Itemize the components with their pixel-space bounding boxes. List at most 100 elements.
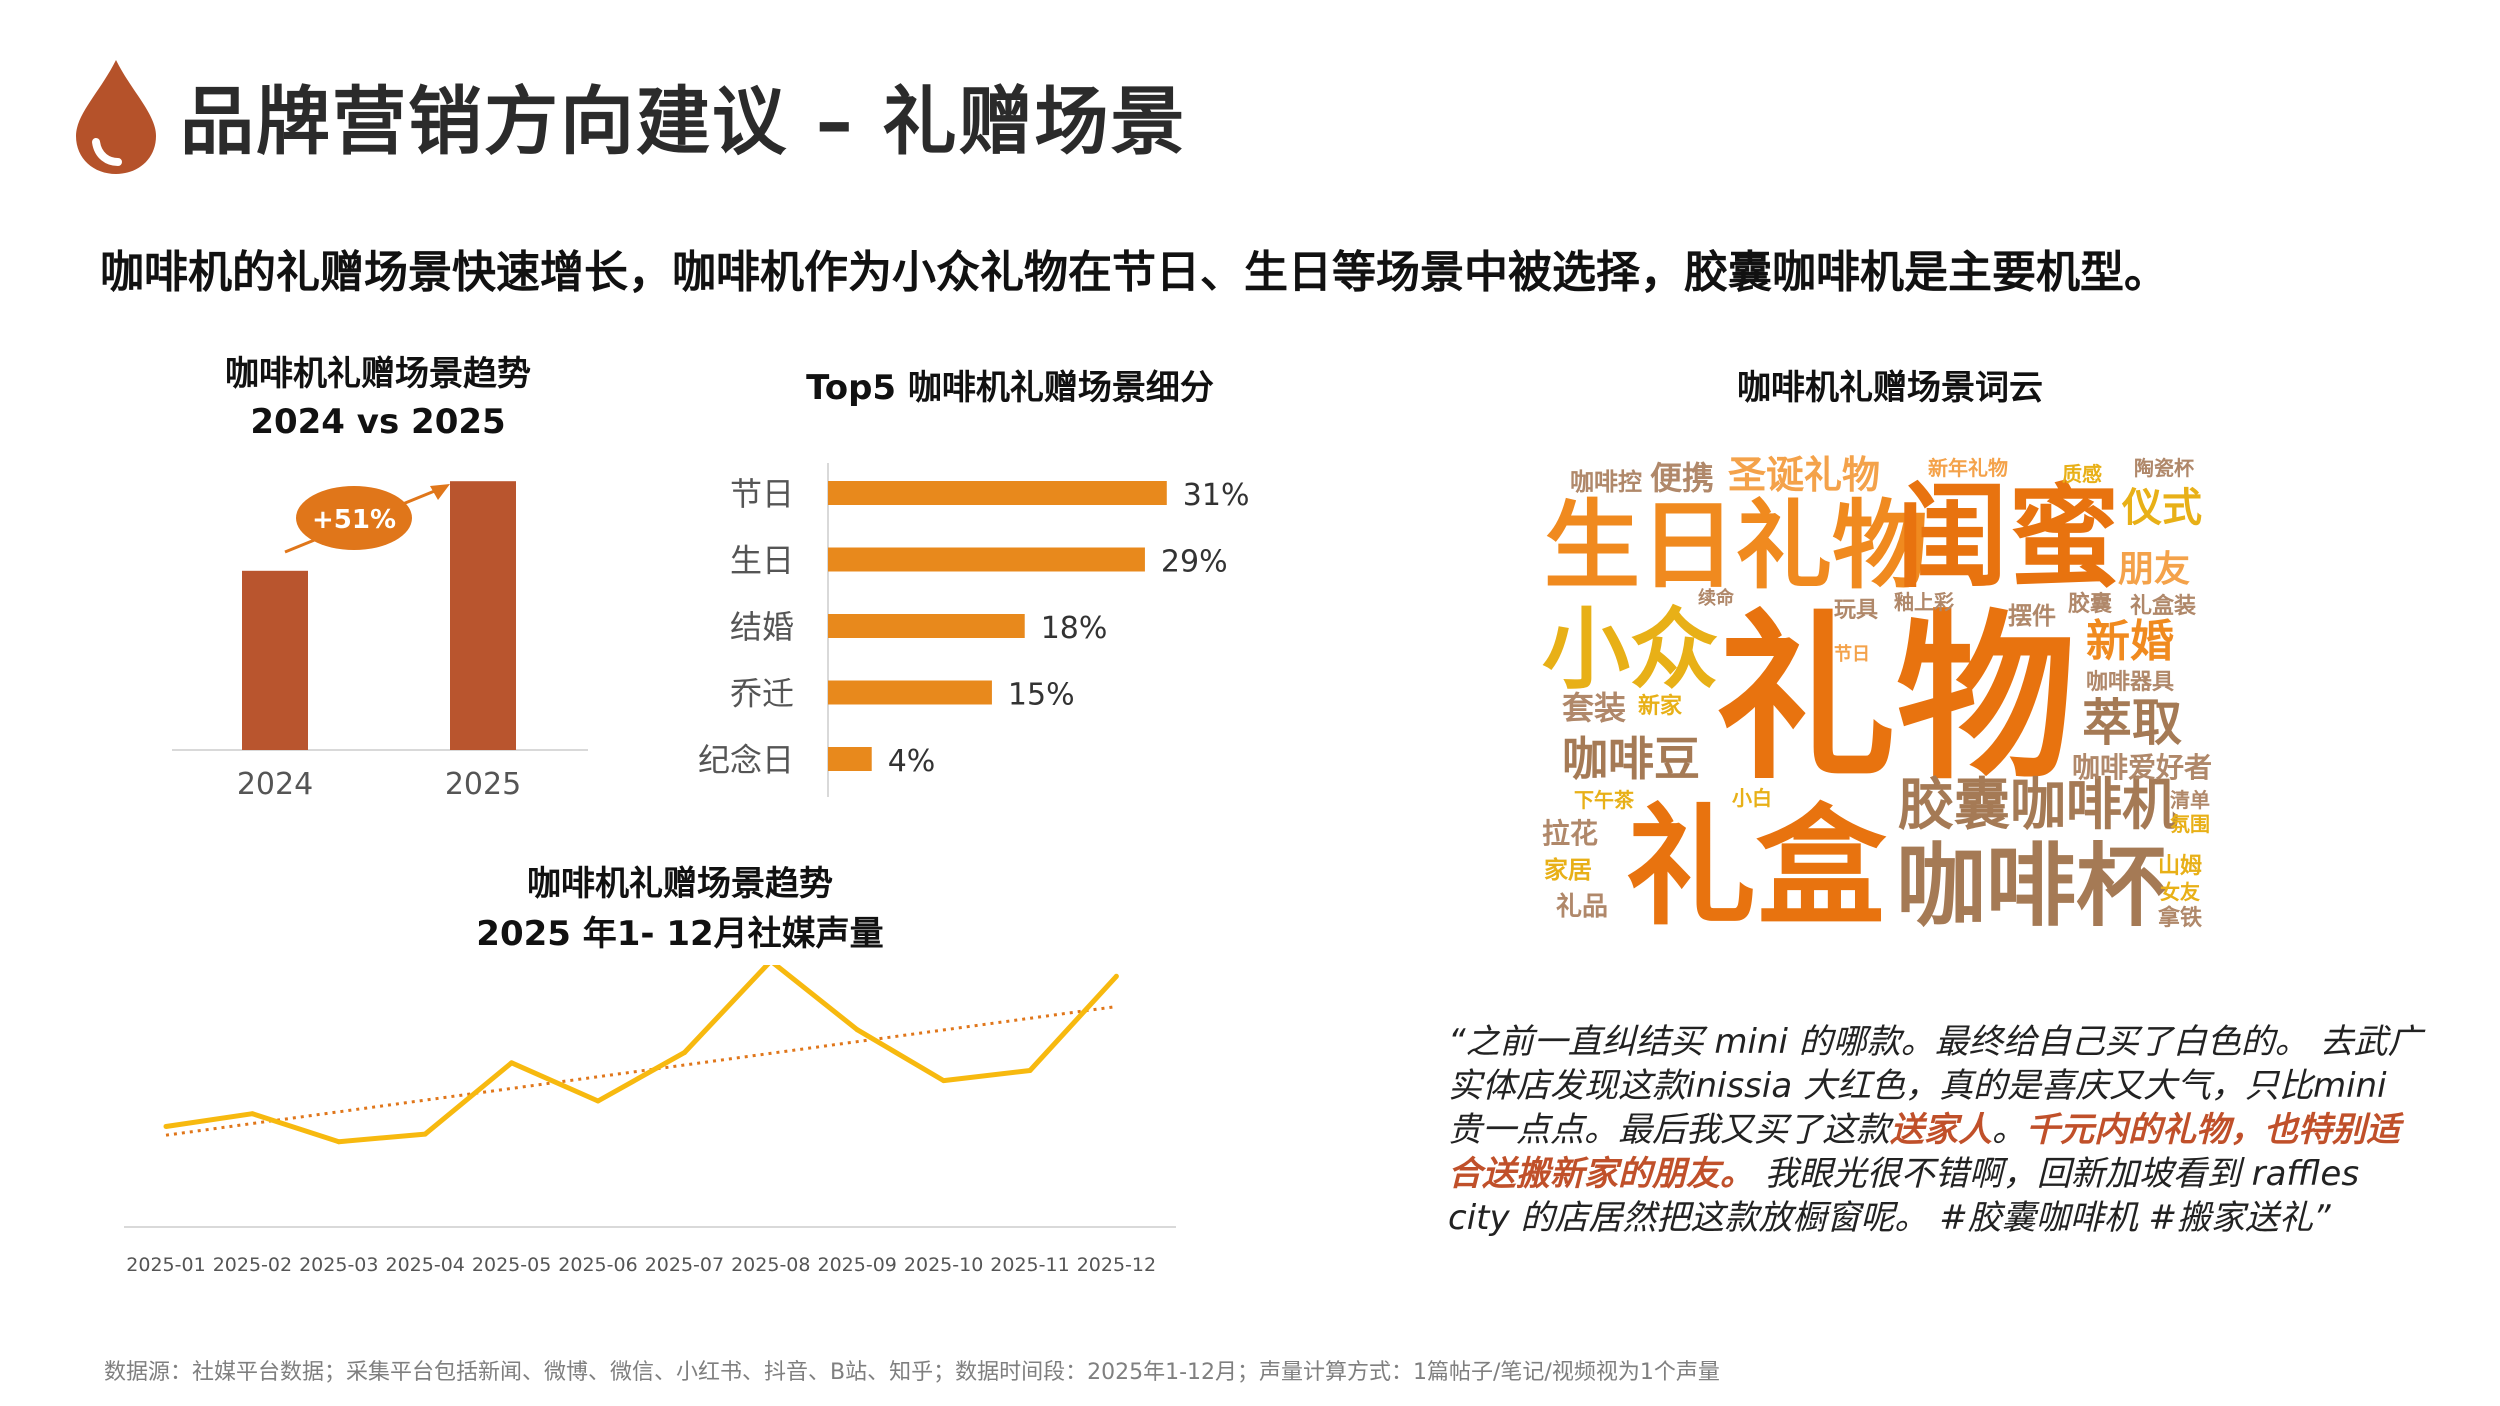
chart1-bar-2025 xyxy=(450,481,516,750)
word-xuming: 续命 xyxy=(1698,588,1734,609)
chart3-tick-2025-02: 2025-02 xyxy=(213,1254,292,1276)
chart2-title: Top5 咖啡机礼赠场景细分 xyxy=(806,368,1214,408)
quote-text-3: 我眼光很不错啊，回新加坡看到 raffles city 的店居然把这款放橱窗呢。… xyxy=(1448,1154,2360,1238)
quote-highlight-2: 千元内的礼物，也特别适合送搬新家的朋友。 xyxy=(1448,1110,2400,1194)
wordcloud: 礼物 生日礼物 闺蜜 礼盒 咖啡杯 胶囊咖啡机 小众 圣诞礼物 咖啡豆 萃取 新… xyxy=(1520,450,2240,950)
chart2-hbar-chart: 节日 31% 生日 29% 结婚 18% 乔迁 15% 纪念日 4% xyxy=(698,463,1250,797)
word-lihe: 礼盒 xyxy=(1626,791,1887,943)
chart2-category-2: 结婚 xyxy=(730,608,794,646)
quote-text-1: “之前一直纠结买 mini 的哪款。最终给自己买了白色的。 去武广实体店发现这款… xyxy=(1448,1022,2422,1150)
chart3-title: 咖啡机礼赠场景趋势 xyxy=(527,864,833,904)
chart1-tick-2024: 2024 xyxy=(237,767,313,802)
word-liwu: 礼物 xyxy=(1716,595,2077,804)
word-guimi: 闺蜜 xyxy=(1896,473,2120,603)
word-kafeibei: 咖啡杯 xyxy=(1896,834,2166,939)
quote-text-2: 。 xyxy=(1992,1110,2026,1150)
word-pengyou: 朋友 xyxy=(2118,549,2191,590)
word-taozhuang: 套装 xyxy=(1562,689,1627,727)
chart3-point-2025-05 xyxy=(509,1060,515,1066)
chart3-tick-2025-01: 2025-01 xyxy=(126,1254,205,1276)
chart3-point-2025-01 xyxy=(163,1123,169,1129)
word-shengrilw: 生日礼物 xyxy=(1544,490,1928,602)
word-xiaobai: 小白 xyxy=(1732,786,1772,810)
chart3-tick-2025-09: 2025-09 xyxy=(818,1254,897,1276)
chart3-point-2025-04 xyxy=(422,1131,428,1137)
chart2-category-1: 生日 xyxy=(730,542,794,580)
chart3-point-2025-06 xyxy=(595,1098,601,1104)
chart3-trendline xyxy=(165,1005,1117,1137)
chart3-tick-2025-07: 2025-07 xyxy=(645,1254,724,1276)
chart1-growth-arrow-head-icon xyxy=(430,484,450,500)
word-lipin: 礼品 xyxy=(1556,892,1609,922)
chart3-tick-2025-12: 2025-12 xyxy=(1077,1254,1156,1276)
headline: 咖啡机的礼赠场景快速增长，咖啡机作为小众礼物在节日、生日等场景中被选择，胶囊咖啡… xyxy=(100,247,2168,298)
chart1-bar-chart: 2024 2025 +51% xyxy=(172,481,588,802)
word-jiaonang: 胶囊 xyxy=(2068,592,2113,617)
page-title: 品牌营销方向建议 – 礼赠场景 xyxy=(180,79,1187,165)
quote-highlight-1: 送家人 xyxy=(1890,1110,1992,1150)
chart1-annotation-label: +51% xyxy=(312,505,396,535)
word-yishi: 仪式 xyxy=(2122,485,2202,531)
word-taocibei: 陶瓷杯 xyxy=(2134,456,2194,480)
chart2-bar-3 xyxy=(828,680,992,705)
word-fenwei: 氛围 xyxy=(2170,812,2210,836)
word-zhigan: 质感 xyxy=(2062,462,2102,486)
chart3-point-2025-10 xyxy=(941,1078,947,1084)
chart3-series-line xyxy=(165,965,1119,1145)
word-natie: 拿铁 xyxy=(2158,906,2203,931)
word-xiaozhong: 小众 xyxy=(1542,598,1719,701)
chart1-tick-2025: 2025 xyxy=(445,767,521,802)
word-kafeidou: 咖啡豆 xyxy=(1562,732,1700,786)
word-jiaju: 家居 xyxy=(1544,856,1592,884)
chart2-value-label-3: 15% xyxy=(1008,678,1075,713)
brand-drop-logo-icon xyxy=(76,60,156,174)
chart3-point-2025-02 xyxy=(249,1111,255,1117)
word-baijian: 摆件 xyxy=(2008,602,2056,630)
chart2-value-label-4: 4% xyxy=(888,744,936,779)
chart3-tick-2025-08: 2025-08 xyxy=(731,1254,810,1276)
chart3-point-2025-12 xyxy=(1113,973,1119,979)
word-qingdan: 清单 xyxy=(2170,788,2210,812)
chart3-point-2025-03 xyxy=(336,1139,342,1145)
chart3-tick-2025-05: 2025-05 xyxy=(472,1254,551,1276)
word-kafeiqiju: 咖啡器具 xyxy=(2086,670,2175,695)
word-jieri: 节日 xyxy=(1834,644,1870,665)
word-lihezhuang: 礼盒装 xyxy=(2130,594,2197,619)
chart1-annotation-bubble xyxy=(296,486,412,550)
chart3-tick-2025-03: 2025-03 xyxy=(299,1254,378,1276)
word-kafeiaihaozhe: 咖啡爱好者 xyxy=(2072,751,2213,784)
word-nvyou: 女友 xyxy=(2160,880,2200,904)
chart2-bar-1 xyxy=(828,547,1145,572)
chart2-category-3: 乔迁 xyxy=(730,675,794,713)
word-shengdanlw: 圣诞礼物 xyxy=(1728,453,1881,497)
chart3-tick-2025-11: 2025-11 xyxy=(990,1254,1069,1276)
chart1-subtitle: 2024 vs 2025 xyxy=(250,402,506,442)
word-wanju: 玩具 xyxy=(1834,598,1879,623)
chart3-tick-2025-06: 2025-06 xyxy=(558,1254,637,1276)
chart3-point-2025-11 xyxy=(1027,1067,1033,1073)
user-quote: “之前一直纠结买 mini 的哪款。最终给自己买了白色的。 去武广实体店发现这款… xyxy=(1448,1020,2428,1240)
footer-source-note: 数据源：社媒平台数据；采集平台包括新闻、微博、微信、小红书、抖音、B站、知乎；数… xyxy=(104,1360,1720,1385)
wordcloud-title: 咖啡机礼赠场景词云 xyxy=(1737,368,2043,408)
chart2-value-label-2: 18% xyxy=(1041,611,1108,646)
chart3-line-chart: 2025-01 2025-02 2025-03 2025-04 2025-05 2025-… xyxy=(124,965,1176,1276)
chart3-tick-2025-04: 2025-04 xyxy=(386,1254,465,1276)
word-shanmu: 山姆 xyxy=(2158,854,2203,879)
chart2-bar-4 xyxy=(828,747,872,771)
chart2-bar-0 xyxy=(828,481,1167,505)
chart2-value-label-1: 29% xyxy=(1161,545,1228,580)
chart1-bar-2024 xyxy=(242,570,308,750)
word-youshangcai: 釉上彩 xyxy=(1894,590,1954,614)
word-cuiqu: 萃取 xyxy=(2082,694,2182,752)
word-lahua: 拉花 xyxy=(1542,817,1599,850)
chart2-value-label-0: 31% xyxy=(1183,478,1250,513)
chart2-category-0: 节日 xyxy=(730,475,794,513)
chart3-point-2025-07 xyxy=(681,1050,687,1056)
word-xinnianlw: 新年礼物 xyxy=(1928,456,2008,480)
word-xiawucha: 下午茶 xyxy=(1574,788,1634,812)
chart2-category-4: 纪念日 xyxy=(698,741,794,779)
word-bianxie: 便携 xyxy=(1650,459,1715,497)
word-xinjia: 新家 xyxy=(1638,694,1683,719)
chart3-tick-2025-10: 2025-10 xyxy=(904,1254,983,1276)
word-jiaonangkfj: 胶囊咖啡机 xyxy=(1898,773,2178,838)
